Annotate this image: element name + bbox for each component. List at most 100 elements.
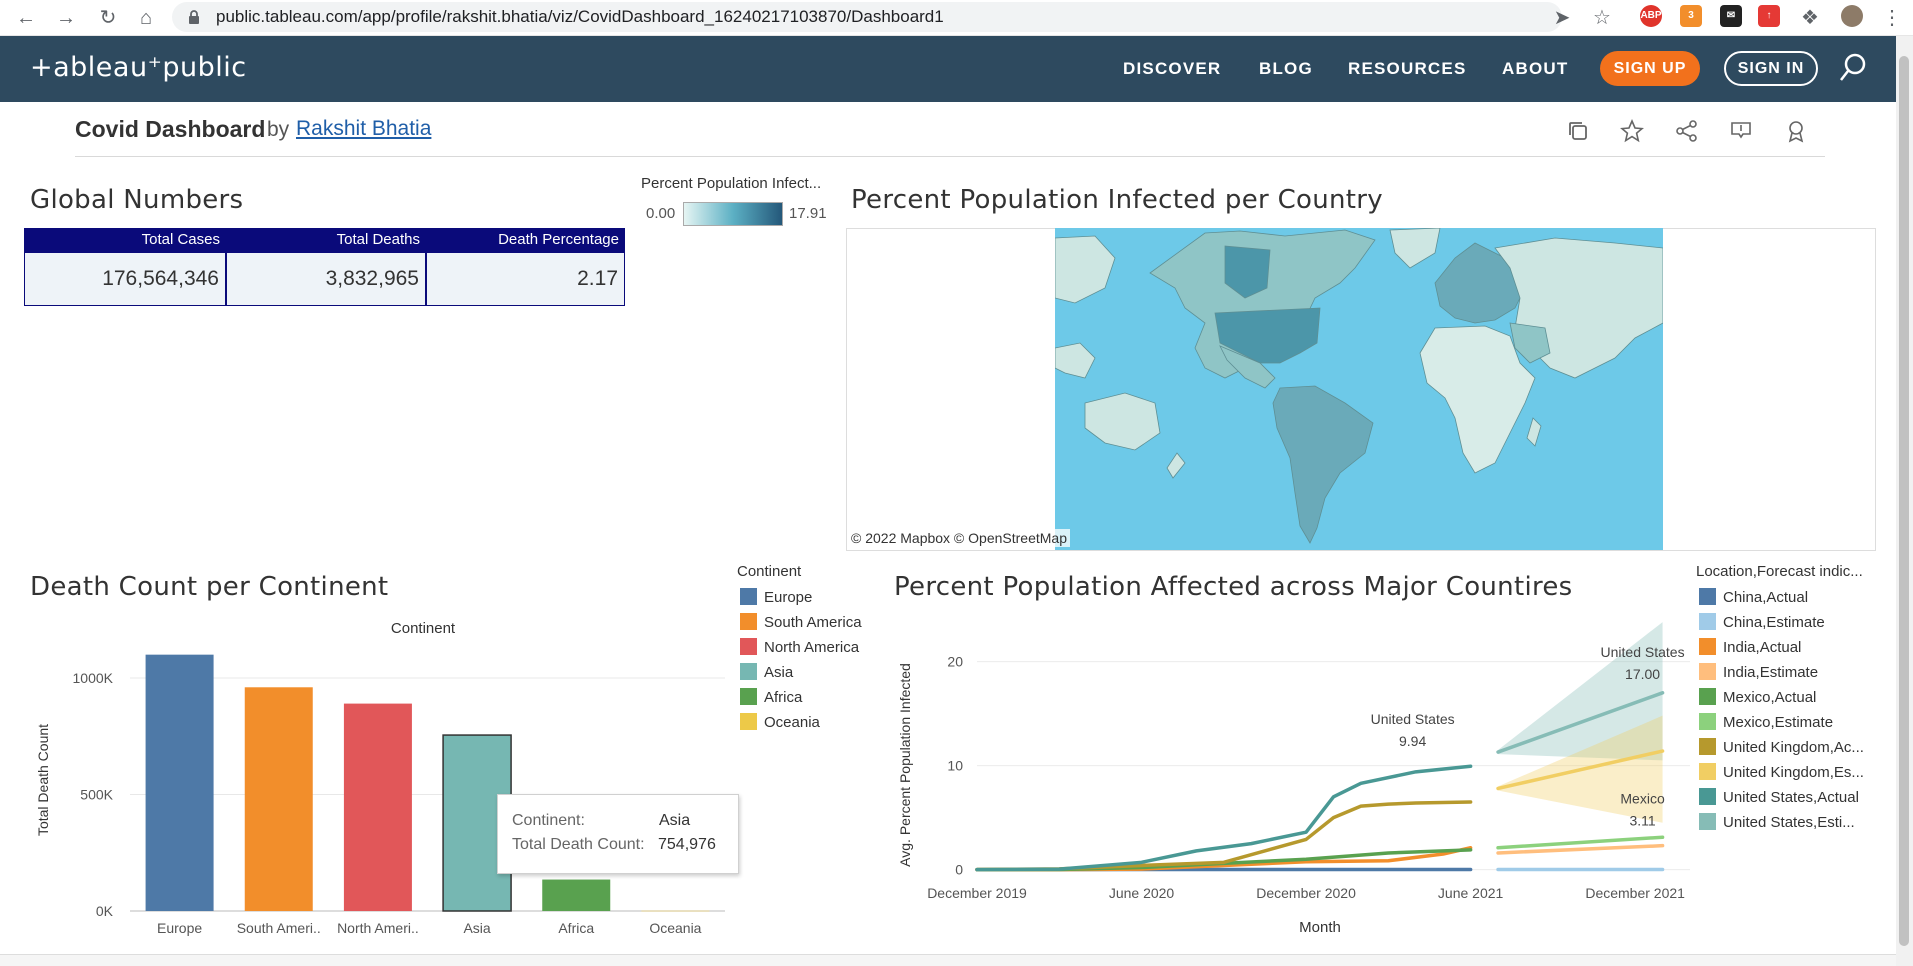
upload-extension-icon[interactable]: ↑ <box>1758 5 1780 27</box>
trend-legend-item-united-kingdom-es[interactable]: United Kingdom,Es... <box>1699 763 1864 781</box>
series-line-united-states-actual <box>975 764 1473 872</box>
continent-legend-title: Continent <box>737 563 802 580</box>
legend-swatch <box>740 688 757 705</box>
trend-legend-item-mexico-actual[interactable]: Mexico,Actual <box>1699 688 1816 706</box>
bar-ytick-label: 0K <box>96 903 114 919</box>
trend-line-chart[interactable]: Avg. Percent Population Infected Month 0 10… <box>880 610 1690 940</box>
legend-label: Mexico,Estimate <box>1723 714 1834 731</box>
mail-extension-icon[interactable]: ✉ <box>1720 5 1742 27</box>
line-xtick-label: June 2021 <box>1438 885 1504 901</box>
search-icon[interactable] <box>1838 52 1868 84</box>
map-africa <box>1419 325 1536 474</box>
bar-africa <box>542 879 611 911</box>
continent-legend-item-oceania[interactable]: Oceania <box>740 713 820 731</box>
viz-title: Covid Dashboard <box>75 116 266 142</box>
map-greenland <box>1389 228 1441 269</box>
map-legend-gradient[interactable] <box>683 202 783 226</box>
download-icon[interactable] <box>1728 118 1754 144</box>
annotation-label: Mexico <box>1620 790 1665 806</box>
trend-legend-item-india-estimate[interactable]: India,Estimate <box>1699 663 1818 681</box>
page-scrollbar-thumb[interactable] <box>1899 56 1909 946</box>
bar-category-label: South Ameri.. <box>237 920 321 936</box>
legend-swatch <box>1699 613 1716 630</box>
legend-swatch <box>1699 813 1716 830</box>
bar-chart-header: Continent <box>391 620 456 637</box>
total-deaths-value[interactable]: 3,832,965 <box>226 252 426 306</box>
bar-tooltip: Continent: Asia Total Death Count: 754,9… <box>497 794 739 874</box>
puzzle-extensions-icon[interactable]: ❖ <box>1801 7 1819 29</box>
home-icon[interactable]: ⌂ <box>139 7 153 29</box>
address-bar[interactable]: public.tableau.com/app/profile/rakshit.b… <box>172 2 1562 32</box>
legend-swatch <box>1699 763 1716 780</box>
legend-swatch <box>1699 713 1716 730</box>
copy-icon[interactable] <box>1565 118 1591 144</box>
trend-legend-item-mexico-estimate[interactable]: Mexico,Estimate <box>1699 713 1833 731</box>
viz-by-label: by <box>267 118 290 141</box>
favorite-star-icon[interactable] <box>1619 118 1645 144</box>
reload-icon[interactable]: ↻ <box>99 7 117 29</box>
forward-arrow-icon[interactable]: → <box>56 7 76 29</box>
map-legend-max: 17.91 <box>789 205 827 222</box>
browser-menu-icon[interactable]: ⋮ <box>1882 7 1902 29</box>
nav-about[interactable]: ABOUT <box>1502 59 1569 78</box>
trend-legend-item-united-states-esti[interactable]: United States,Esti... <box>1699 813 1855 831</box>
award-badge-icon[interactable] <box>1783 118 1809 144</box>
trend-legend-item-united-kingdom-ac[interactable]: United Kingdom,Ac... <box>1699 738 1864 756</box>
continent-legend-item-north-america[interactable]: North America <box>740 638 859 656</box>
map-attribution[interactable]: © 2022 Mapbox © OpenStreetMap <box>848 529 1070 547</box>
profile-avatar-icon[interactable] <box>1841 5 1863 27</box>
legend-label: United Kingdom,Es... <box>1723 764 1864 781</box>
series-line-mexico-estimate <box>1496 835 1665 850</box>
total-cases-value[interactable]: 176,564,346 <box>24 252 226 306</box>
line-ytick-label: 20 <box>947 654 963 670</box>
total-deaths-header: Total Deaths <box>226 228 426 252</box>
adblock-extension-icon[interactable]: ABP <box>1640 5 1662 27</box>
legend-swatch <box>1699 788 1716 805</box>
viz-author-link[interactable]: Rakshit Bhatia <box>296 117 432 140</box>
annotation-value: 9.94 <box>1399 733 1426 749</box>
legend-swatch <box>740 613 757 630</box>
trend-legend-item-india-actual[interactable]: India,Actual <box>1699 638 1801 656</box>
tooltip-continent-value: Asia <box>659 812 691 829</box>
legend-label: United States,Actual <box>1723 789 1859 806</box>
series-line-india-estimate <box>1496 843 1665 855</box>
continent-legend-item-asia[interactable]: Asia <box>740 663 793 681</box>
bar-europe <box>145 654 214 911</box>
legend-swatch <box>1699 663 1716 680</box>
sign-in-button[interactable]: SIGN IN <box>1724 51 1818 86</box>
nav-blog[interactable]: BLOG <box>1259 59 1313 78</box>
sign-up-button[interactable]: SIGN UP <box>1600 51 1700 86</box>
continent-legend-item-south-america[interactable]: South America <box>740 613 862 631</box>
annotation-value: 17.00 <box>1625 666 1660 682</box>
trend-legend-item-united-states-actual[interactable]: United States,Actual <box>1699 788 1859 806</box>
extension-badge-icon[interactable]: 3 <box>1680 5 1702 27</box>
continent-legend-item-africa[interactable]: Africa <box>740 688 802 706</box>
map-south-america <box>1272 385 1374 544</box>
back-arrow-icon[interactable]: ← <box>16 7 36 29</box>
line-ytick-label: 0 <box>955 862 963 878</box>
map-legend-min: 0.00 <box>646 205 676 222</box>
legend-label: India,Actual <box>1723 639 1802 656</box>
trend-legend-item-china-estimate[interactable]: China,Estimate <box>1699 613 1825 631</box>
trend-legend-item-china-actual[interactable]: China,Actual <box>1699 588 1808 606</box>
line-chart-xlabel: Month <box>1299 919 1341 936</box>
death-percentage-value[interactable]: 2.17 <box>426 252 625 306</box>
nav-resources[interactable]: RESOURCES <box>1348 59 1467 78</box>
legend-label: South America <box>764 614 862 631</box>
continent-bar-chart[interactable]: Continent Total Death Count 0K 500K 1000K Eur… <box>0 610 740 950</box>
legend-swatch <box>740 663 757 680</box>
annotation-label: United States <box>1601 644 1685 660</box>
line-xtick-label: December 2019 <box>927 885 1027 901</box>
share-icon[interactable] <box>1674 118 1700 144</box>
world-map[interactable] <box>1055 228 1663 550</box>
legend-label: Asia <box>764 664 794 681</box>
bookmark-star-icon[interactable]: ☆ <box>1593 7 1611 29</box>
map-new-zealand <box>1166 452 1186 479</box>
legend-swatch <box>740 713 757 730</box>
legend-label: Europe <box>764 589 813 606</box>
tableau-public-logo[interactable]: +ableau⁺public <box>30 52 247 83</box>
line-xtick-label: June 2020 <box>1109 885 1175 901</box>
send-icon[interactable]: ➤ <box>1553 7 1571 29</box>
continent-legend-item-europe[interactable]: Europe <box>740 588 812 606</box>
nav-discover[interactable]: DISCOVER <box>1123 59 1222 78</box>
